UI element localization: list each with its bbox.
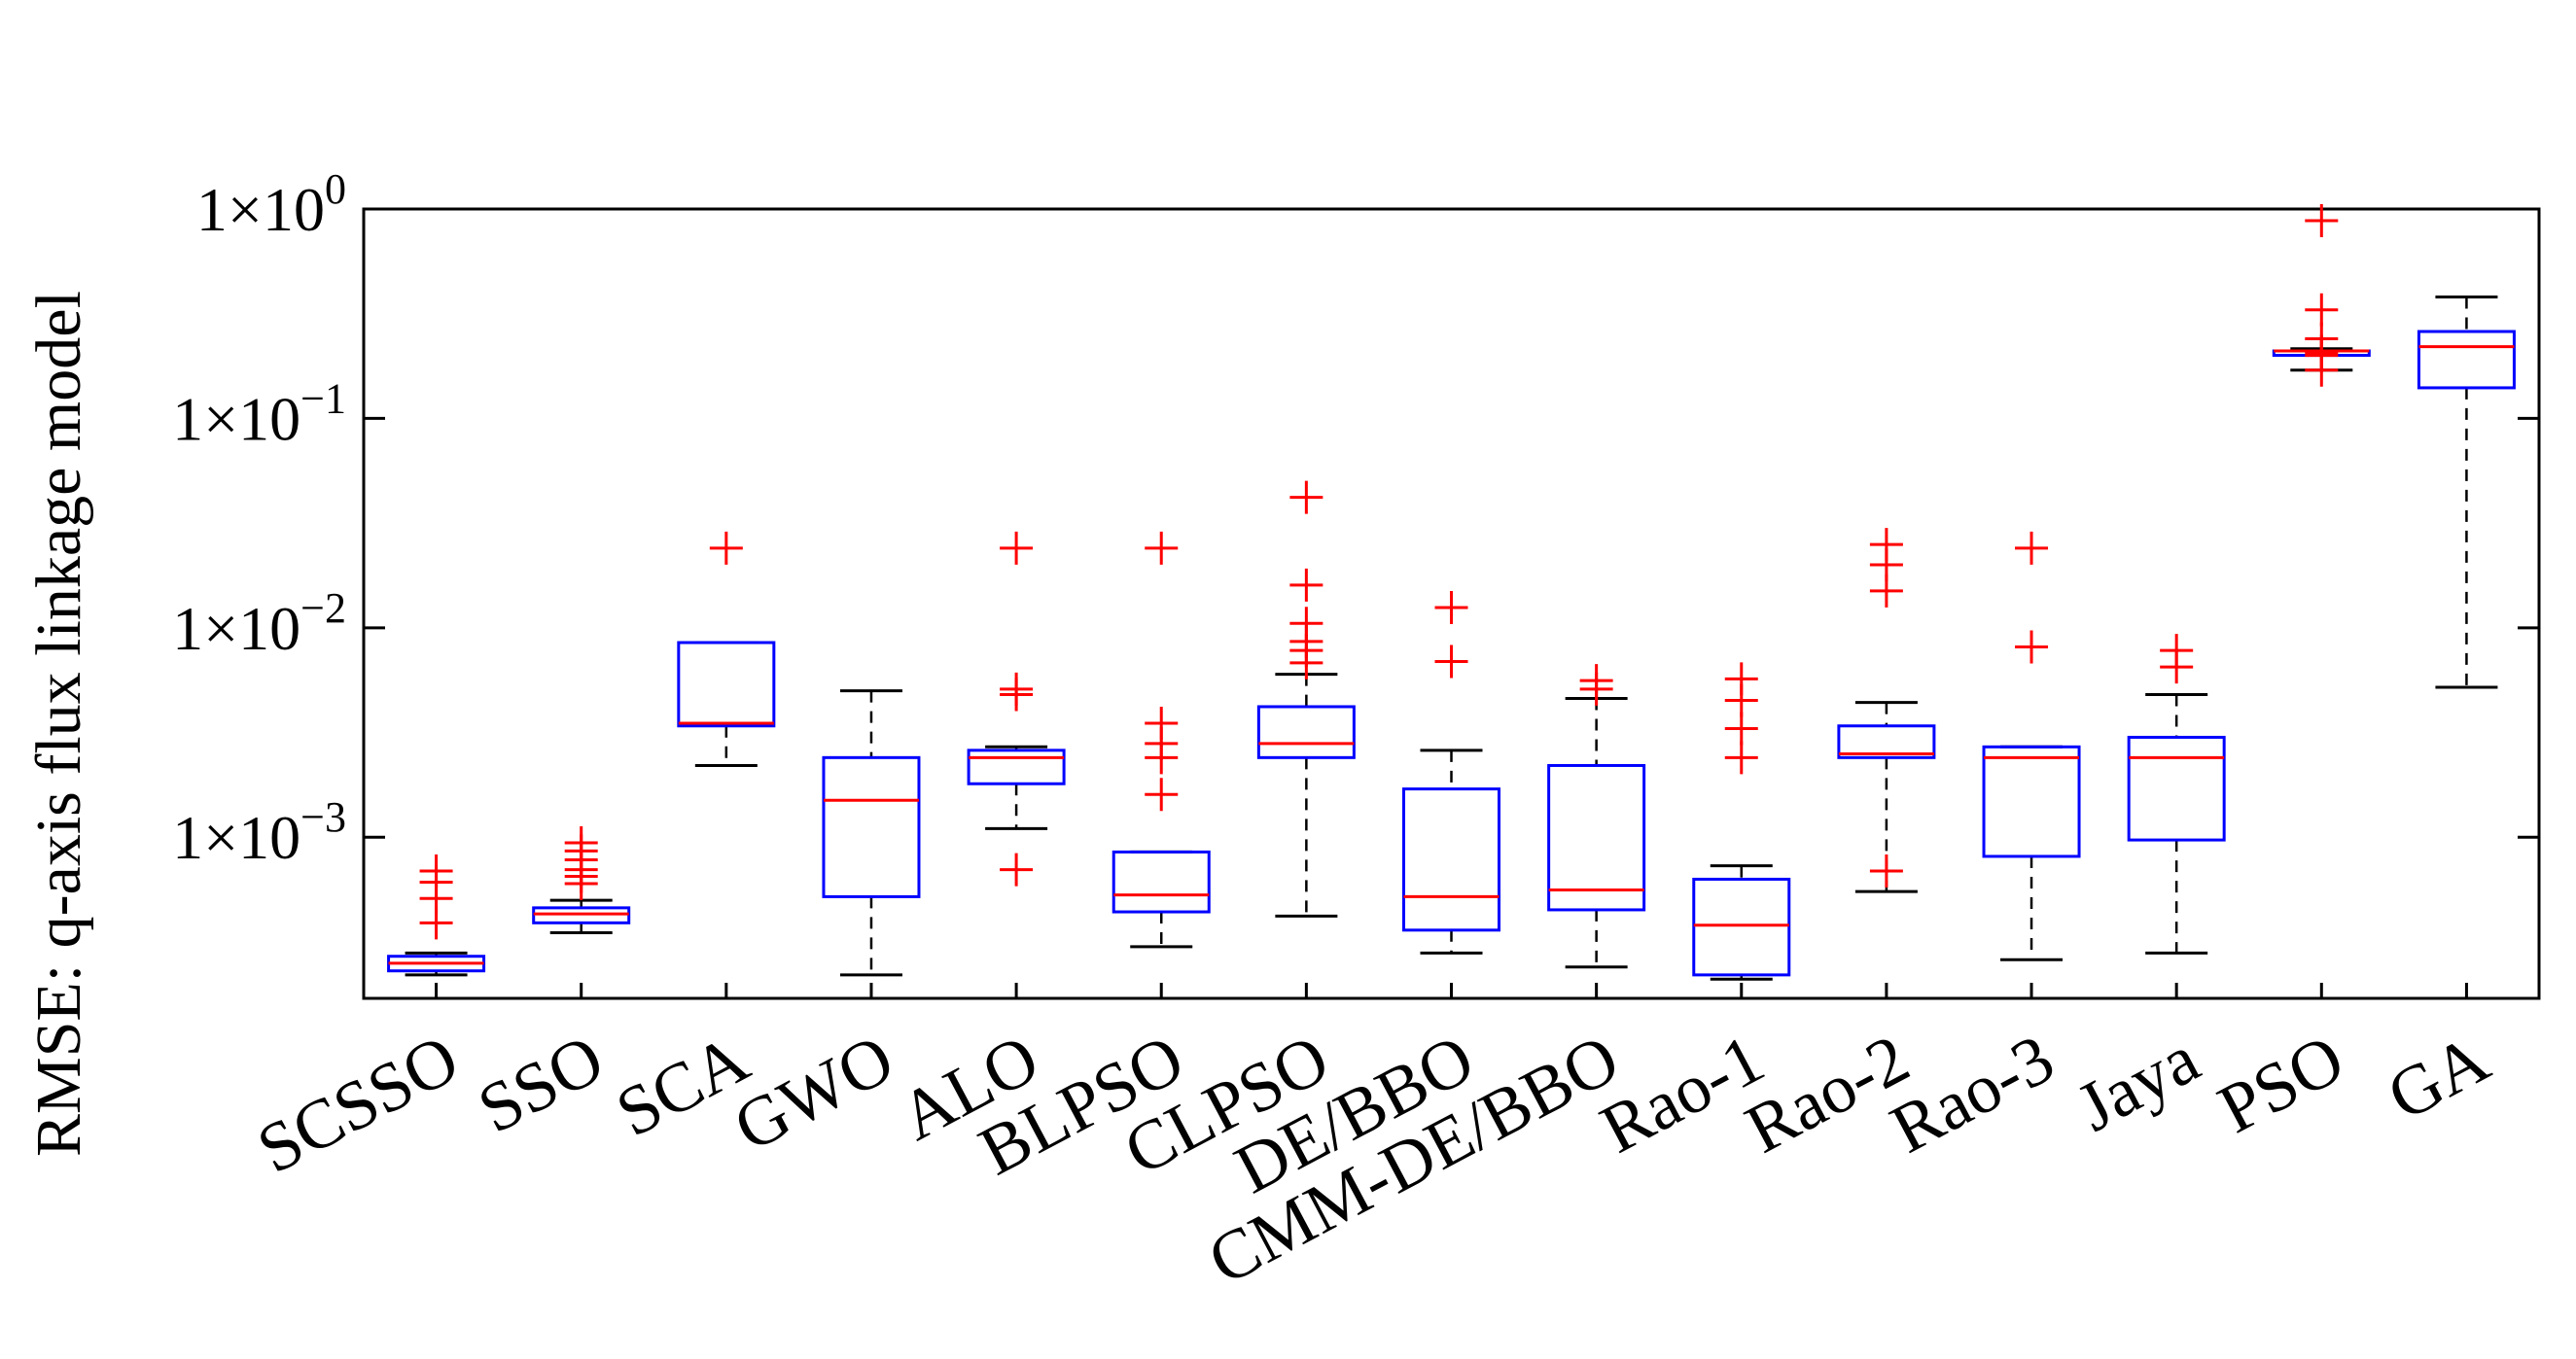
iqr-box [1837, 724, 1936, 759]
outlier-point [1869, 854, 1903, 888]
y-tick-label: 1×10−3 [172, 793, 346, 872]
outlier-point [1434, 590, 1468, 624]
x-tick-label: SSO [466, 1019, 616, 1148]
outlier-point [2305, 322, 2339, 356]
iqr-box [1692, 877, 1791, 977]
x-axis: SCSSOSSOSCAGWOALOBLPSOCLPSODE/BBOCMM-DE/… [245, 983, 2501, 1300]
outlier-point [1000, 853, 1034, 887]
box-blpso [1112, 531, 1211, 949]
iqr-box [677, 641, 776, 728]
box-clpso [1256, 480, 1356, 918]
box-gwo [822, 689, 921, 977]
outlier-point [1724, 712, 1758, 746]
y-tick-label: 1×10−1 [172, 374, 346, 453]
box-de-bbo [1402, 590, 1500, 955]
outlier-point [564, 826, 598, 860]
outlier-point [2160, 634, 2194, 668]
outlier-point [1145, 778, 1179, 812]
iqr-box [1112, 850, 1211, 914]
box-sca [677, 531, 776, 767]
x-tick-label: Jaya [2064, 1019, 2211, 1146]
iqr-box [1402, 787, 1500, 932]
outlier-point [1724, 741, 1758, 775]
iqr-box [2417, 330, 2516, 390]
x-tick-label: SCSSO [245, 1019, 471, 1188]
box-rao-3 [1982, 531, 2081, 961]
box-alo [967, 531, 1066, 887]
y-tick-label: 1×100 [196, 165, 346, 244]
box-rao-1 [1692, 662, 1791, 981]
outlier-point [1145, 531, 1179, 565]
box-rao-2 [1837, 528, 1936, 893]
iqr-box [2127, 735, 2226, 842]
iqr-box [1982, 745, 2081, 858]
x-tick-label: PSO [2206, 1019, 2356, 1148]
iqr-box [822, 755, 921, 898]
box-jaya [2127, 634, 2226, 955]
outlier-point [1289, 480, 1323, 514]
box-sso [532, 826, 631, 934]
box-series [387, 203, 2516, 981]
outlier-point [1000, 531, 1034, 565]
y-tick-label: 1×10−2 [172, 584, 346, 663]
outlier-point [1289, 568, 1323, 602]
outlier-point [1579, 664, 1613, 698]
outlier-point [709, 531, 743, 565]
x-tick-label: SCA [604, 1019, 760, 1151]
x-tick-label: GWO [722, 1019, 905, 1166]
box-cmm-de-bbo [1547, 664, 1646, 969]
x-tick-label: GA [2376, 1019, 2501, 1134]
box-pso [2272, 203, 2371, 387]
outlier-point [2015, 531, 2049, 565]
y-axis-label: RMSE: q-axis flux linkage model [23, 291, 94, 1157]
outlier-point [2305, 293, 2339, 327]
x-tick-label: Rao-3 [1879, 1019, 2066, 1167]
outlier-point [419, 854, 453, 888]
outlier-point [1145, 707, 1179, 741]
outlier-point [1289, 607, 1323, 641]
outlier-point [1434, 645, 1468, 679]
outlier-point [2305, 203, 2339, 237]
outlier-point [1724, 662, 1758, 696]
outlier-point [2015, 630, 2049, 664]
outlier-point [1869, 528, 1903, 562]
box-scsso [387, 854, 486, 977]
y-axis: 1×10−3 1×10−2 1×10−1 1×100 [172, 165, 2539, 872]
iqr-box [1256, 705, 1356, 759]
box-ga [2417, 296, 2516, 689]
iqr-box [1547, 763, 1646, 912]
outlier-point [1000, 672, 1034, 706]
iqr-box [967, 749, 1066, 785]
